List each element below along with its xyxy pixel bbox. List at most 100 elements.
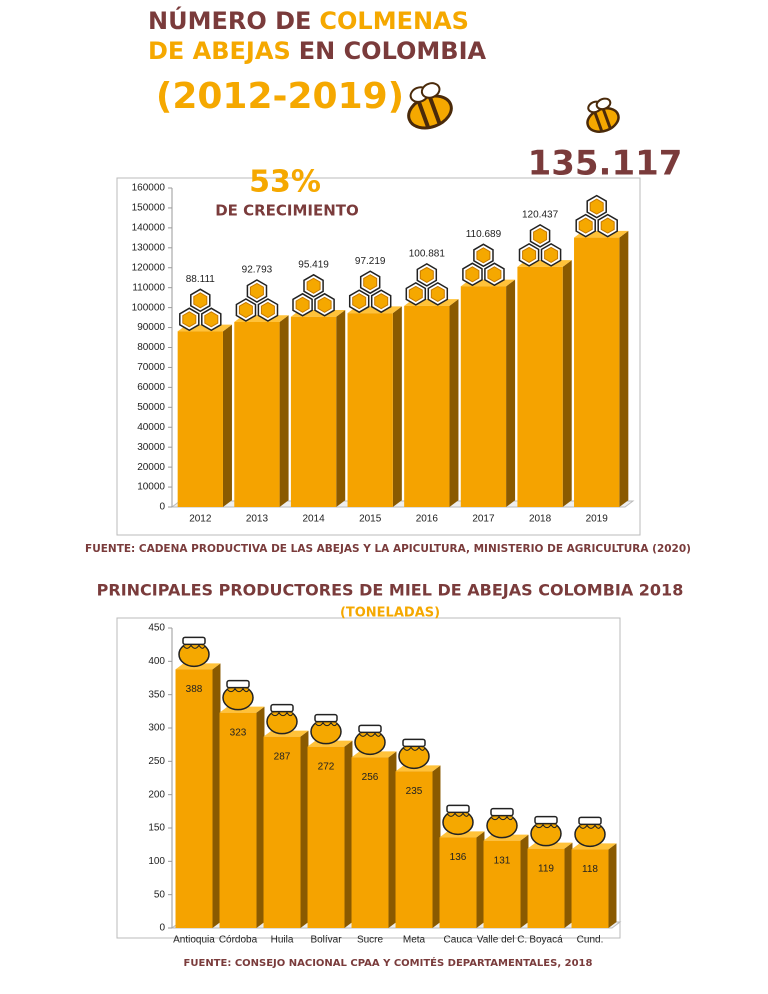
- y-tick-label: 110000: [132, 282, 165, 293]
- y-tick-label: 150000: [132, 203, 166, 214]
- y-tick-label: 300: [148, 723, 165, 734]
- x-tick-label: Meta: [403, 935, 426, 946]
- bar: [574, 237, 620, 507]
- y-tick-label: 140000: [132, 223, 166, 234]
- bar-side: [336, 310, 346, 507]
- honeycomb-fill: [374, 293, 389, 310]
- y-tick-label: 100000: [132, 302, 166, 313]
- honeycomb-fill: [363, 274, 378, 291]
- x-tick-label: 2019: [586, 514, 609, 525]
- bar-side: [344, 740, 353, 928]
- value-label: 95.419: [298, 259, 329, 270]
- bar: [460, 286, 507, 507]
- chart-title: PRINCIPALES PRODUCTORES DE MIEL DE ABEJA…: [97, 581, 684, 600]
- y-tick-label: 50000: [137, 402, 165, 413]
- y-tick-label: 60000: [137, 382, 165, 393]
- bar-side: [608, 843, 617, 928]
- bar-side: [506, 279, 516, 507]
- y-tick-label: 400: [148, 656, 165, 667]
- honeycomb-fill: [352, 293, 367, 310]
- bar: [234, 321, 280, 507]
- value-label: 97.219: [355, 256, 386, 267]
- annotation: 53%: [249, 165, 321, 200]
- honeycomb-fill: [465, 266, 480, 283]
- bar-side: [520, 834, 529, 928]
- bar-side: [392, 306, 402, 507]
- bar-side: [388, 751, 397, 928]
- y-tick-label: 90000: [137, 322, 165, 333]
- value-label: 118: [582, 864, 598, 875]
- value-label: 272: [318, 761, 335, 772]
- bar-side: [449, 299, 459, 507]
- x-tick-label: Sucre: [357, 935, 384, 946]
- honeycomb-fill: [600, 217, 615, 234]
- y-tick-label: 80000: [137, 342, 165, 353]
- honeycomb-fill: [295, 296, 310, 313]
- honey-jar-lid: [490, 807, 514, 817]
- y-tick-label: 250: [148, 756, 165, 767]
- title-part: COLMENAS: [319, 7, 469, 35]
- y-tick-label: 200: [148, 789, 165, 800]
- bar: [263, 736, 301, 928]
- honeycomb-fill: [182, 311, 197, 328]
- honeycomb-fill: [522, 246, 537, 263]
- bar: [351, 757, 389, 928]
- y-tick-label: 40000: [137, 422, 165, 433]
- x-tick-label: 2017: [472, 514, 495, 525]
- bar: [290, 316, 337, 507]
- honeycomb-fill: [476, 247, 491, 264]
- x-tick-label: Córdoba: [219, 935, 258, 946]
- y-tick-label: 100: [148, 856, 165, 867]
- chart-subtitle: (2012-2019): [156, 76, 404, 117]
- bar-side: [212, 663, 221, 928]
- honeycomb-fill: [408, 285, 423, 302]
- x-tick-label: Cauca: [444, 935, 473, 946]
- value-label: 287: [274, 751, 291, 762]
- honeycomb-fill: [260, 301, 275, 319]
- x-tick-label: 2012: [189, 514, 212, 525]
- honey-jar-drip: [490, 815, 514, 821]
- x-tick-label: Huila: [271, 935, 294, 946]
- y-tick-label: 10000: [137, 482, 165, 493]
- bar: [517, 266, 563, 507]
- bar: [439, 837, 477, 928]
- bar: [571, 849, 609, 928]
- y-tick-label: 150: [148, 823, 165, 834]
- value-label: 131: [494, 855, 511, 866]
- bar-side: [564, 842, 573, 928]
- honey-jar-drip: [534, 823, 558, 829]
- bar: [219, 712, 257, 928]
- x-tick-label: 2018: [529, 514, 552, 525]
- honey-jar-drip: [226, 687, 250, 693]
- honeycomb-fill: [487, 266, 502, 283]
- title-part: NÚMERO DE: [148, 5, 311, 35]
- value-label: 135.117: [528, 144, 683, 184]
- bar: [175, 669, 213, 928]
- honeycomb-fill: [204, 311, 219, 328]
- honeycomb-fill: [193, 292, 208, 309]
- chart-subtitle: (TONELADAS): [340, 606, 440, 621]
- honeycomb-fill: [317, 296, 332, 313]
- bar: [307, 746, 345, 928]
- honey-jar-drip: [270, 711, 294, 717]
- honey-jar-lid: [182, 636, 206, 646]
- y-tick-label: 50: [154, 889, 166, 900]
- y-tick-label: 0: [159, 502, 165, 513]
- value-label: 388: [186, 684, 203, 695]
- bar-side: [256, 706, 265, 928]
- value-label: 119: [538, 863, 554, 874]
- x-tick-label: Valle del C.: [477, 935, 527, 946]
- honey-jar-lid: [402, 738, 426, 748]
- bar-side: [432, 765, 441, 928]
- honey-jar-lid: [270, 703, 294, 713]
- honeycomb-fill: [589, 198, 604, 215]
- value-label: 92.793: [242, 265, 273, 276]
- x-tick-label: Boyacá: [529, 935, 563, 946]
- x-tick-label: Antioquia: [173, 935, 215, 946]
- honey-jar-lid: [446, 804, 470, 814]
- bar-side: [562, 260, 572, 507]
- chart-title: DE ABEJAS EN COLOMBIA: [148, 37, 487, 65]
- annotation: DE CRECIMIENTO: [215, 202, 359, 220]
- bar-side: [279, 315, 289, 507]
